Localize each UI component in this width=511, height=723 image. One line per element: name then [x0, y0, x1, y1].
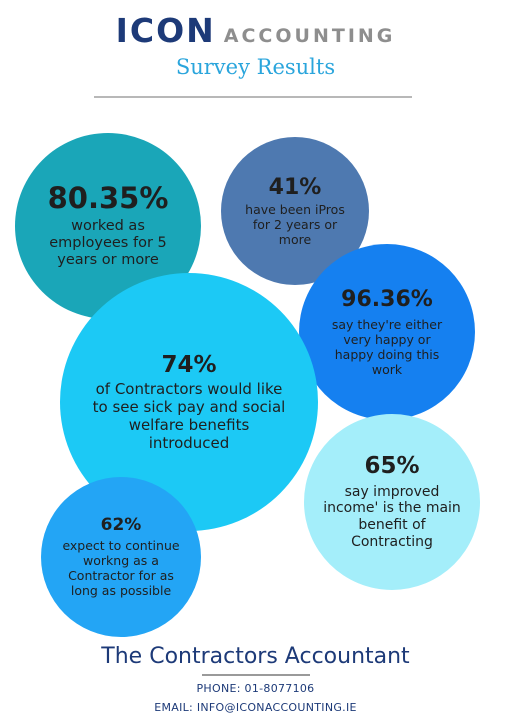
phone-number: PHONE: 01-8077106: [196, 682, 315, 696]
header: ICON ACCOUNTING Survey Results: [0, 14, 511, 79]
stat-description: say they're either very happy or happy d…: [331, 316, 443, 377]
stat-description: of Contractors would like to see sick pa…: [92, 380, 286, 453]
page-subtitle: Survey Results: [175, 55, 336, 79]
stat-percent: 41%: [268, 174, 322, 200]
stat-percent: 65%: [364, 453, 420, 480]
stat-description: have been iPros for 2 years or more: [245, 202, 345, 248]
footer: The Contractors Accountant PHONE: 01-807…: [0, 644, 511, 718]
stat-percent: 80.35%: [47, 181, 169, 216]
header-divider: [94, 96, 412, 98]
stat-bubble-income: 65% say improved income' is the main ben…: [304, 414, 480, 590]
brand-subname: ACCOUNTING: [223, 25, 396, 47]
stat-bubble-happy: 96.36% say they're either very happy or …: [299, 244, 475, 420]
footer-divider: [201, 674, 310, 677]
stat-bubble-employees: 80.35% worked as employees for 5 years o…: [15, 133, 201, 319]
email-address: EMAIL: INFO@ICONACCOUNTING.IE: [154, 700, 357, 714]
stat-percent: 62%: [100, 515, 142, 536]
footer-title: The Contractors Accountant: [101, 644, 410, 669]
stat-description: worked as employees for 5 years or more: [49, 217, 167, 269]
brand-name: ICON: [115, 11, 216, 50]
stat-percent: 74%: [161, 351, 217, 378]
stat-description: say improved income' is the main benefit…: [323, 483, 461, 551]
stat-bubble-continue: 62% expect to continue workng as a Contr…: [41, 477, 201, 637]
brand-logo: ICON ACCOUNTING: [0, 14, 511, 47]
stat-description: expect to continue workng as a Contracto…: [62, 537, 180, 598]
stat-percent: 96.36%: [341, 287, 433, 313]
